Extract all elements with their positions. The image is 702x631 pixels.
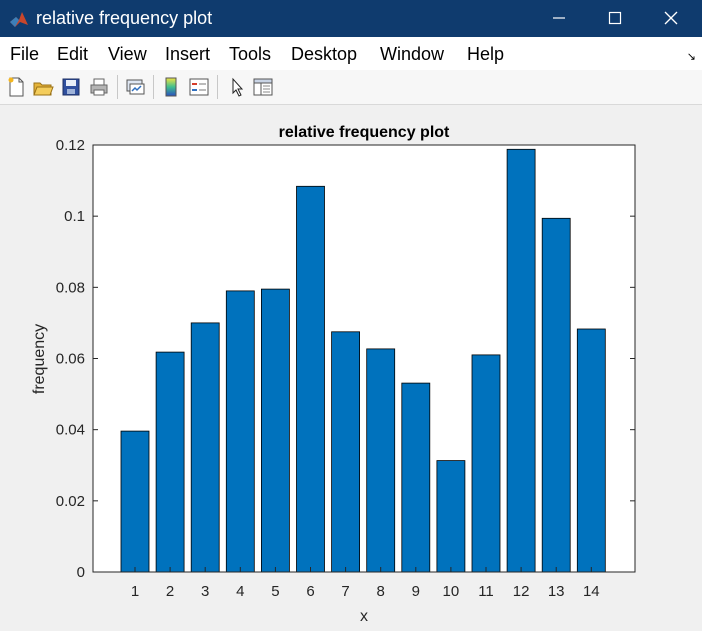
colorbar-icon[interactable] (160, 76, 182, 98)
legend-icon[interactable] (188, 76, 210, 98)
x-tick-label: 8 (377, 583, 385, 600)
property-inspector-icon[interactable] (252, 76, 274, 98)
menu-window[interactable]: Window (380, 44, 445, 64)
bar-12 (506, 148, 536, 573)
link-plot-icon[interactable] (124, 76, 146, 98)
bar-13 (541, 217, 571, 573)
menu-insert[interactable]: Insert (165, 44, 211, 64)
bar-chart: 1 2 3 4 5 6 7 8 9 10 11 12 13 1400.020.040.060.080.10… (31, 124, 636, 625)
x-tick-label: 12 (513, 583, 530, 600)
bar-5 (260, 288, 290, 573)
x-tick-label: 1 (131, 583, 139, 600)
window-titlebar: relative frequency plot (0, 0, 702, 37)
bar-1 (120, 430, 150, 573)
menu-edit[interactable]: Edit (57, 44, 89, 64)
close-icon (664, 11, 678, 25)
bar-7 (331, 331, 361, 573)
new-figure-icon[interactable] (5, 76, 27, 98)
bar-11 (471, 354, 501, 573)
menu-help[interactable]: Help (467, 44, 505, 64)
chart-title: relative frequency plot (279, 124, 450, 141)
menu-bar: File Edit View Insert Tools Desktop Wind… (0, 37, 702, 70)
bar-14 (576, 328, 606, 573)
bar-4 (225, 290, 255, 573)
x-axis-label: x (360, 608, 368, 625)
bar-9 (401, 382, 431, 573)
x-tick-label: 4 (236, 583, 244, 600)
figure-toolbar (0, 70, 702, 105)
y-tick-label: 0.1 (64, 208, 85, 225)
open-file-icon[interactable] (32, 76, 54, 98)
x-tick-label: 5 (271, 583, 279, 600)
axes-box (92, 144, 636, 573)
menu-tools[interactable]: Tools (229, 44, 272, 64)
y-tick-label: 0 (77, 564, 85, 581)
close-button[interactable] (644, 0, 700, 37)
menu-view[interactable]: View (108, 44, 147, 64)
toolbar-separator (117, 75, 118, 99)
x-tick-label: 6 (306, 583, 314, 600)
window-title: relative frequency plot (36, 8, 213, 28)
toolbar-separator (217, 75, 218, 99)
maximize-button[interactable] (588, 0, 644, 37)
menu-dock-arrow-icon[interactable]: ↘ (686, 51, 696, 63)
matlab-logo-icon (10, 12, 28, 27)
pointer-icon[interactable] (226, 76, 248, 98)
save-icon[interactable] (60, 76, 82, 98)
x-tick-label: 11 (478, 583, 494, 600)
x-tick-label: 14 (583, 583, 600, 600)
y-axis-label: frequency (31, 324, 48, 394)
menu-desktop[interactable]: Desktop (291, 44, 358, 64)
maximize-icon (608, 11, 622, 25)
bar-10 (436, 460, 466, 573)
x-tick-label: 3 (201, 583, 209, 600)
x-tick-label: 9 (412, 583, 420, 600)
bar-6 (296, 185, 325, 573)
bar-2 (155, 351, 185, 573)
y-tick-label: 0.12 (56, 137, 85, 154)
menu-file[interactable]: File (10, 44, 40, 64)
toolbar-separator (153, 75, 154, 99)
minimize-icon (553, 17, 565, 19)
bar-8 (366, 348, 396, 573)
x-tick-label: 7 (341, 583, 349, 600)
x-tick-label: 13 (548, 583, 565, 600)
minimize-button[interactable] (532, 0, 588, 37)
print-icon[interactable] (88, 76, 110, 98)
y-tick-label: 0.04 (56, 422, 85, 439)
y-tick-label: 0.06 (56, 351, 85, 368)
y-tick-label: 0.02 (56, 493, 85, 510)
figure-canvas: 1 2 3 4 5 6 7 8 9 10 11 12 13 14 0 0.02 0.04 0.06 0.08 0.1 0… (0, 105, 702, 631)
y-tick-label: 0.08 (56, 279, 85, 296)
x-tick-label: 10 (443, 583, 460, 600)
x-tick-label: 2 (166, 583, 174, 600)
bar-3 (190, 322, 220, 573)
